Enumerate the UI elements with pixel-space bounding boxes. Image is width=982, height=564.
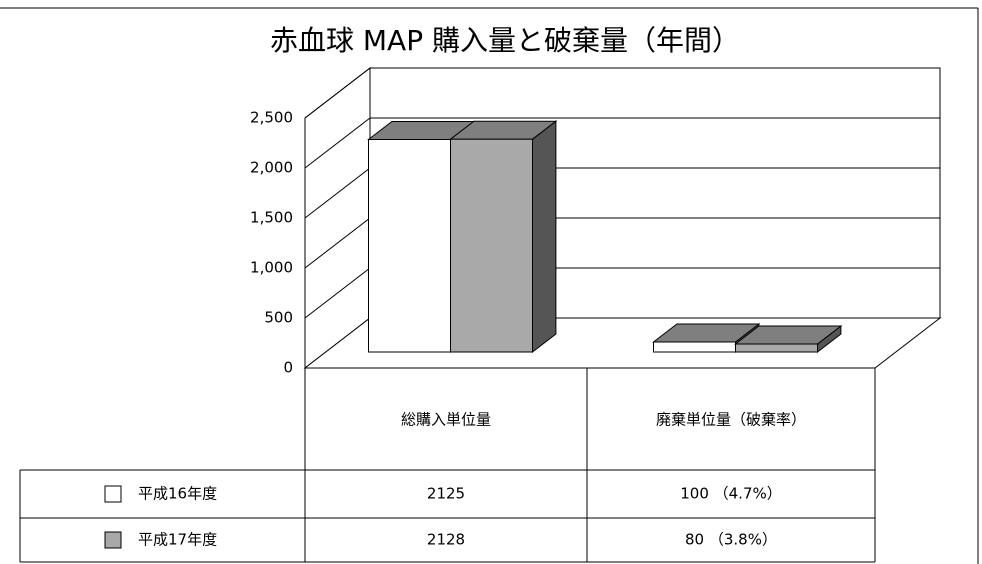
legend-label: 平成17年度 xyxy=(138,531,217,549)
y-tick-label: 1,500 xyxy=(250,209,293,227)
table-cell: 2125 xyxy=(427,485,465,503)
legend-label: 平成16年度 xyxy=(138,485,217,503)
table-header: 廃棄単位量（破棄率） xyxy=(656,411,806,429)
bar xyxy=(653,341,736,353)
chart-title: 赤血球 MAP 購入量と破棄量（年間） xyxy=(270,24,740,57)
y-tick-label: 2,000 xyxy=(250,159,293,177)
table-header: 総購入単位量 xyxy=(401,411,491,429)
grid-line xyxy=(304,67,940,119)
y-tick-label: 2,500 xyxy=(250,109,293,127)
table-lines xyxy=(19,368,876,563)
bar xyxy=(368,139,451,353)
y-tick-label: 0 xyxy=(283,359,293,377)
legend-swatch xyxy=(104,531,122,549)
bar-side xyxy=(532,120,557,354)
table-cell: 2128 xyxy=(427,531,465,549)
table-cell: 100 （4.7%） xyxy=(680,485,782,503)
y-tick-label: 500 xyxy=(264,309,293,327)
side-wall xyxy=(304,66,371,370)
table-cell: 80 （3.8%） xyxy=(685,531,777,549)
bar xyxy=(735,343,818,353)
legend-swatch xyxy=(104,485,122,503)
y-tick-label: 1,000 xyxy=(250,259,293,277)
bar xyxy=(450,138,533,353)
grid-line xyxy=(304,117,940,169)
